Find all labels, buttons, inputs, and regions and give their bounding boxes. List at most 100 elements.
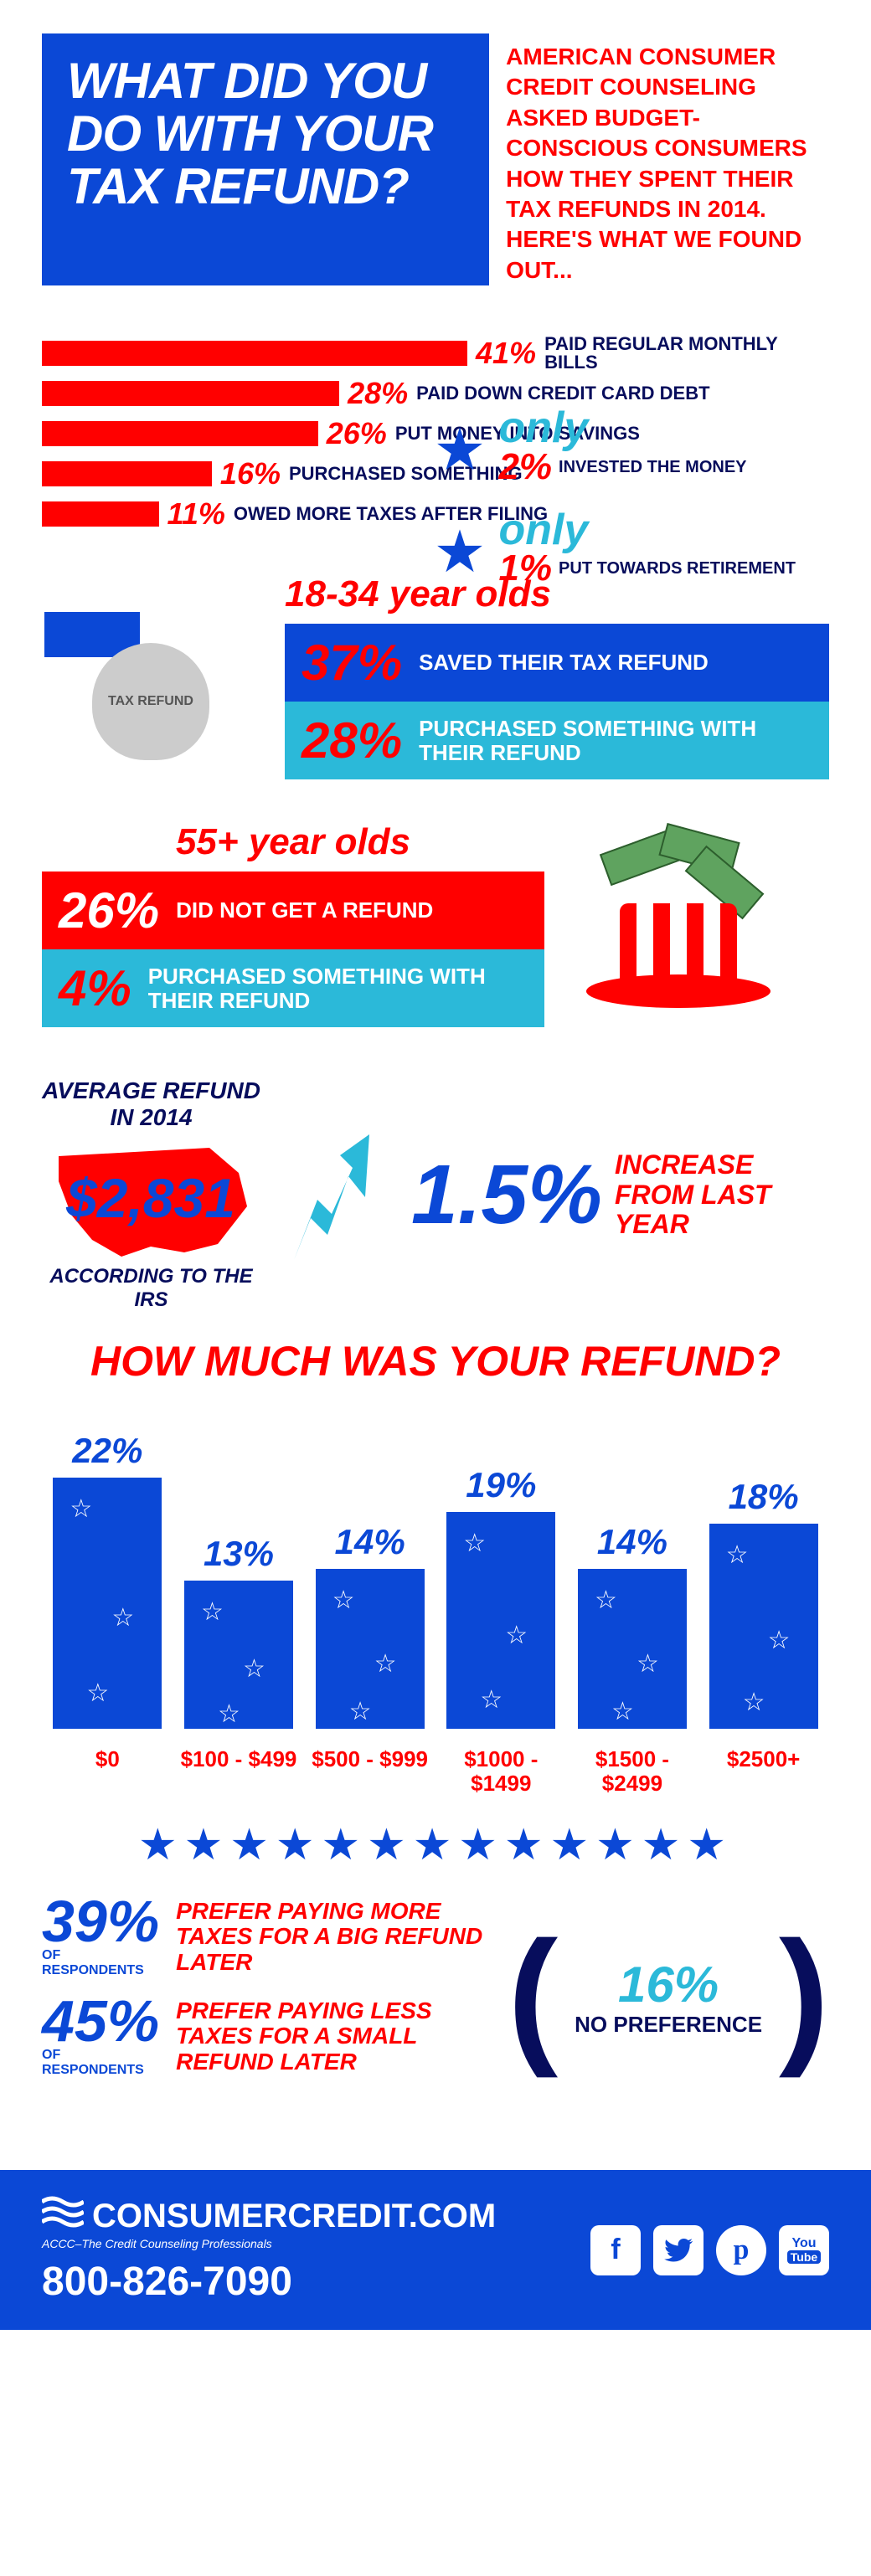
brand: CONSUMERCREDIT.COM xyxy=(42,2195,496,2237)
pref-text: PREFER PAYING MORE TAXES FOR A BIG REFUN… xyxy=(176,1899,508,1976)
bar-pct: 28% xyxy=(348,376,408,411)
avg-title: AVERAGE REFUND IN 2014 xyxy=(42,1077,260,1131)
spending-bar-row: 41% PAID REGULAR MONTHLY BILLS xyxy=(42,336,829,371)
age-old-title: 55+ year olds xyxy=(42,821,544,863)
preference-row: 45% OF RESPONDENTS PREFER PAYING LESS TA… xyxy=(42,1995,508,2078)
bar-pct: 19% xyxy=(466,1465,536,1505)
bar-pct: 14% xyxy=(335,1522,405,1562)
social-icons: f p YouTube xyxy=(590,2225,829,2275)
age-stat-row: 37% SAVED THEIR TAX REFUND xyxy=(285,624,829,702)
callout-only: only xyxy=(498,411,746,446)
increase-label: INCREASE FROM LAST YEAR xyxy=(615,1150,829,1239)
brand-name: CONSUMERCREDIT.COM xyxy=(92,2198,496,2235)
refund-bar: 13% ☆☆☆ xyxy=(180,1534,297,1729)
bar-pct: 14% xyxy=(597,1522,667,1562)
average-refund-section: AVERAGE REFUND IN 2014 $2,831 ACCORDING … xyxy=(42,1077,829,1312)
bar-fill: ☆☆☆ xyxy=(446,1512,555,1729)
refund-bar: 14% ☆☆☆ xyxy=(574,1522,691,1729)
preference-row: 39% OF RESPONDENTS PREFER PAYING MORE TA… xyxy=(42,1895,508,1978)
refund-bar: 18% ☆☆☆ xyxy=(705,1477,822,1729)
callout-pct: 1% xyxy=(498,548,552,589)
bar-pct: 11% xyxy=(168,496,225,532)
money-hat-icon xyxy=(570,832,787,1016)
refund-bar-chart: 22% ☆☆☆13% ☆☆☆14% ☆☆☆19% ☆☆☆14% ☆☆☆18% ☆… xyxy=(42,1411,829,1729)
bar-fill: ☆☆☆ xyxy=(184,1581,293,1729)
pref-pct: 39% xyxy=(42,1895,159,1948)
bar-category: $0 xyxy=(49,1747,166,1795)
callout-label: PUT TOWARDS RETIREMENT xyxy=(559,560,796,577)
age-stat-row: 28% PURCHASED SOMETHING WITH THEIR REFUN… xyxy=(285,702,829,779)
up-arrow-icon xyxy=(286,1118,386,1273)
star-callout: ★ only 1% PUT TOWARDS RETIREMENT xyxy=(434,513,796,590)
refund-bar: 22% ☆☆☆ xyxy=(49,1431,166,1729)
bar-fill xyxy=(42,381,339,406)
bar-fill xyxy=(42,341,467,366)
bar-pct: 41% xyxy=(476,336,536,371)
bar-fill xyxy=(42,461,212,486)
age-group-old: 55+ year olds 26% DID NOT GET A REFUND4%… xyxy=(42,821,829,1027)
bar-fill: ☆☆☆ xyxy=(316,1569,425,1729)
title-box: WHAT DID YOU DO WITH YOUR TAX REFUND? xyxy=(42,33,489,285)
refund-question: HOW MUCH WAS YOUR REFUND? xyxy=(42,1337,829,1386)
youtube-icon[interactable]: YouTube xyxy=(779,2225,829,2275)
bar-category: $100 - $499 xyxy=(180,1747,297,1795)
age-text: PURCHASED SOMETHING WITH THEIR REFUND xyxy=(148,964,528,1012)
paren-left-icon: ( xyxy=(508,1920,558,2070)
bar-pct: 22% xyxy=(72,1431,142,1471)
paren-right-icon: ) xyxy=(779,1920,829,2070)
age-pct: 28% xyxy=(302,712,402,769)
intro-text: AMERICAN CONSUMER CREDIT COUNSELING ASKE… xyxy=(506,33,829,285)
star-icon: ★ xyxy=(434,420,487,479)
age-stat-row: 26% DID NOT GET A REFUND xyxy=(42,872,544,949)
refund-bar: 14% ☆☆☆ xyxy=(312,1522,429,1729)
star-icon: ★ xyxy=(434,522,487,581)
brand-sub: ACCC–The Credit Counseling Professionals xyxy=(42,2237,496,2250)
age-text: SAVED THEIR TAX REFUND xyxy=(419,650,709,675)
bar-category: $500 - $999 xyxy=(312,1747,429,1795)
bar-label: PAID REGULAR MONTHLY BILLS xyxy=(544,335,829,372)
age-pct: 4% xyxy=(59,959,131,1017)
avg-amount: $2,831 xyxy=(66,1166,235,1230)
pref-text: PREFER PAYING LESS TAXES FOR A SMALL REF… xyxy=(176,1998,508,2075)
age-text: DID NOT GET A REFUND xyxy=(176,898,433,923)
avg-note: ACCORDING TO THE IRS xyxy=(42,1265,260,1312)
spending-bar-row: 28% PAID DOWN CREDIT CARD DEBT xyxy=(42,376,829,411)
bar-fill: ☆☆☆ xyxy=(578,1569,687,1729)
bar-category: $1500 - $2499 xyxy=(574,1747,691,1795)
age-text: PURCHASED SOMETHING WITH THEIR REFUND xyxy=(419,717,812,764)
us-map-icon: $2,831 xyxy=(42,1131,260,1265)
bar-category: $2500+ xyxy=(705,1747,822,1795)
facebook-icon[interactable]: f xyxy=(590,2225,641,2275)
bar-fill: ☆☆☆ xyxy=(53,1478,162,1729)
bar-pct: 26% xyxy=(327,416,387,451)
pinterest-icon[interactable]: p xyxy=(716,2225,766,2275)
star-divider: ★★★★★★★★★★★★★ xyxy=(42,1820,829,1870)
bag-label: TAX REFUND xyxy=(92,643,209,760)
bar-category: $1000 - $1499 xyxy=(442,1747,559,1795)
pref-pct: 45% xyxy=(42,1995,159,2048)
bar-fill: ☆☆☆ xyxy=(709,1524,818,1729)
bar-pct: 13% xyxy=(204,1534,274,1574)
age-pct: 26% xyxy=(59,882,159,939)
bar-label: PAID DOWN CREDIT CARD DEBT xyxy=(416,384,709,403)
bar-fill xyxy=(42,421,318,446)
no-pref-label: NO PREFERENCE xyxy=(575,2013,762,2035)
page-title: WHAT DID YOU DO WITH YOUR TAX REFUND? xyxy=(67,54,464,213)
refund-bar: 19% ☆☆☆ xyxy=(442,1465,559,1729)
bar-pct: 16% xyxy=(220,456,281,491)
callout-pct: 2% xyxy=(498,446,552,488)
callout-label: INVESTED THE MONEY xyxy=(559,459,746,476)
age-stat-row: 4% PURCHASED SOMETHING WITH THEIR REFUND xyxy=(42,949,544,1027)
footer: CONSUMERCREDIT.COM ACCC–The Credit Couns… xyxy=(0,2170,871,2330)
phone-number: 800-826-7090 xyxy=(42,2259,496,2305)
spending-bars-section: 41% PAID REGULAR MONTHLY BILLS 28% PAID … xyxy=(42,336,829,532)
twitter-icon[interactable] xyxy=(653,2225,704,2275)
bar-fill xyxy=(42,501,159,527)
increase-pct: 1.5% xyxy=(411,1153,602,1237)
callouts: ★ only 2% INVESTED THE MONEY ★ only 1% P… xyxy=(434,411,796,614)
age-pct: 37% xyxy=(302,634,402,692)
bar-pct: 18% xyxy=(729,1477,799,1517)
callout-only: only xyxy=(498,513,796,548)
wave-logo-icon xyxy=(42,2195,84,2237)
preferences-section: 39% OF RESPONDENTS PREFER PAYING MORE TA… xyxy=(42,1895,829,2095)
